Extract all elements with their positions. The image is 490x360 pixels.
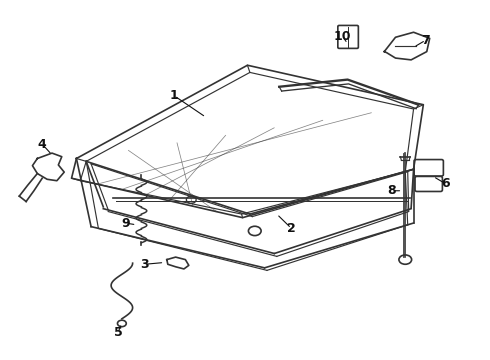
Text: 2: 2 bbox=[287, 222, 296, 235]
FancyBboxPatch shape bbox=[338, 26, 358, 48]
Text: 9: 9 bbox=[121, 216, 129, 230]
Text: 3: 3 bbox=[141, 258, 149, 271]
Text: 5: 5 bbox=[114, 326, 122, 339]
FancyBboxPatch shape bbox=[414, 159, 443, 176]
Text: 7: 7 bbox=[421, 33, 430, 47]
Text: 10: 10 bbox=[334, 30, 351, 43]
FancyBboxPatch shape bbox=[415, 176, 442, 192]
Text: 8: 8 bbox=[387, 184, 396, 197]
Text: 1: 1 bbox=[170, 89, 178, 102]
Text: 4: 4 bbox=[38, 138, 47, 150]
Text: 6: 6 bbox=[441, 177, 450, 190]
